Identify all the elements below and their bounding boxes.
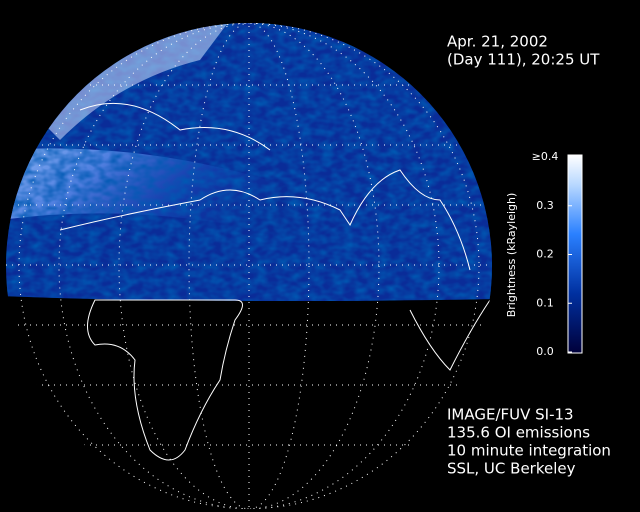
footer-line: SSL, UC Berkeley (447, 460, 576, 478)
globe (6, 23, 492, 509)
colorbar-ticks: ≥0.4 0.3 0.2 0.1 0.0 (532, 150, 572, 358)
date: Apr. 21, 2002 (447, 33, 548, 51)
colorbar-tick-label: ≥0.4 (532, 150, 559, 163)
grid (6, 23, 492, 509)
colorbar-tick-label: 0.1 (536, 296, 554, 309)
footer-line: IMAGE/FUV SI-13 (447, 406, 574, 424)
colorbar-tick-label: 0.0 (536, 345, 554, 358)
footer-line: 10 minute integration (447, 442, 611, 460)
limb-glow (40, 23, 230, 140)
colorbar-tick-label: 0.2 (536, 248, 554, 261)
emission-texture (6, 23, 492, 301)
emission-map (6, 23, 492, 301)
footer-line: 135.6 OI emissions (447, 424, 590, 442)
colorbar-label: Brightness (kRayleigh) (505, 193, 518, 318)
colorbar-tick-label: 0.3 (536, 199, 554, 212)
time: (Day 111), 20:25 UT (447, 51, 600, 69)
coastlines (59, 102, 491, 461)
